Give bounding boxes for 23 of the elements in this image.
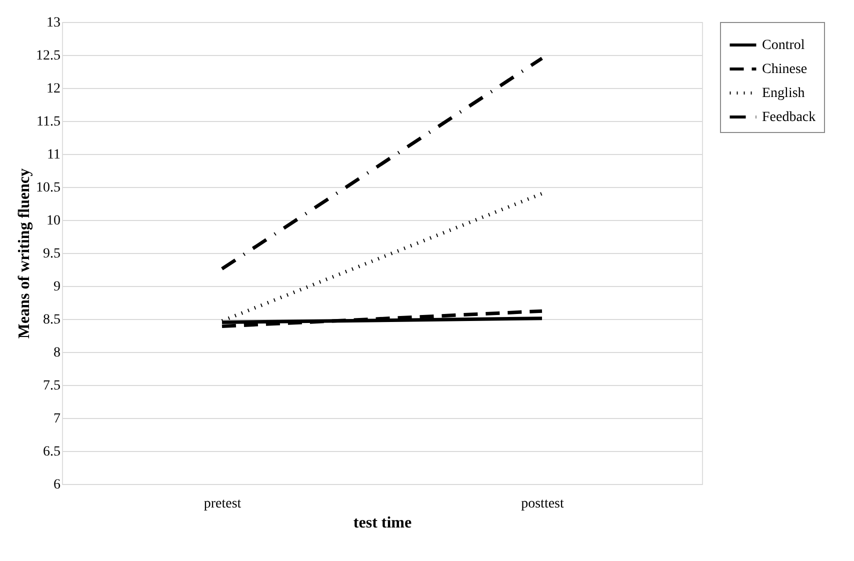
y-tick-label: 6.5 (43, 444, 60, 460)
y-tick-label: 10 (46, 214, 60, 228)
y-tick-label: 12.5 (36, 48, 60, 64)
x-tick-label: pretest (204, 496, 242, 512)
y-tick-label: 9 (54, 280, 60, 294)
y-tick-label: 9.5 (43, 246, 60, 262)
y-axis-title: Means of writing fluency (16, 168, 33, 339)
x-tick-label: posttest (521, 496, 564, 512)
y-tick-label: 6 (54, 478, 60, 492)
y-tick-label: 8 (54, 346, 60, 360)
y-tick-label: 7.5 (43, 378, 60, 394)
y-tick-label: 8.5 (43, 312, 60, 328)
y-tick-label: 10.5 (36, 180, 60, 196)
y-tick-label: 13 (46, 16, 60, 30)
y-tick-label: 11.5 (36, 114, 60, 130)
legend-label: English (762, 86, 805, 101)
y-tick-label: 7 (54, 412, 60, 426)
legend-label: Feedback (762, 110, 816, 125)
legend-label: Chinese (762, 62, 808, 77)
legend-label: Control (762, 38, 805, 53)
y-tick-label: 11 (47, 148, 60, 162)
y-tick-label: 12 (46, 82, 60, 96)
x-axis-title: test time (353, 514, 412, 532)
